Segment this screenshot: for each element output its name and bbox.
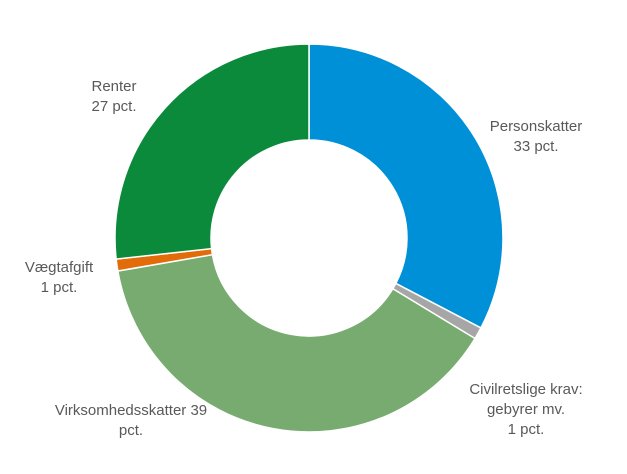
donut-slices <box>114 43 504 433</box>
slice-label-line: 1 pct. <box>508 421 545 438</box>
slice-virksomhedsskatter <box>116 253 476 433</box>
slice-renter <box>114 43 310 260</box>
slice-label-line: 27 pct. <box>91 98 136 115</box>
slice-label-line: Renter <box>91 78 136 95</box>
slice-label: Vægtafgift 1 pct. <box>25 259 94 296</box>
slice-label-line: pct. <box>119 422 143 439</box>
slice-label-line: gebyrer mv. <box>487 401 565 418</box>
slice-label-line: Virksomhedsskatter 39 <box>55 402 207 419</box>
slice-label: Personskatter 33 pct. <box>490 118 583 155</box>
slice-personskatter <box>308 43 504 329</box>
slice-label: Virksomhedsskatter 39 pct. <box>55 402 207 439</box>
slice-label-line: 1 pct. <box>41 279 78 296</box>
slice-labels: Personskatter 33 pct. Civilretslige krav: g… <box>25 78 583 439</box>
slice-label-line: Personskatter <box>490 118 583 135</box>
slice-label: Civilretslige krav: gebyrer mv. 1 pct. <box>469 381 582 438</box>
slice-label-line: Vægtafgift <box>25 259 94 276</box>
slice-label-line: 33 pct. <box>513 138 558 155</box>
slice-label-line: Civilretslige krav: <box>469 381 582 398</box>
slice-label: Renter 27 pct. <box>91 78 136 115</box>
